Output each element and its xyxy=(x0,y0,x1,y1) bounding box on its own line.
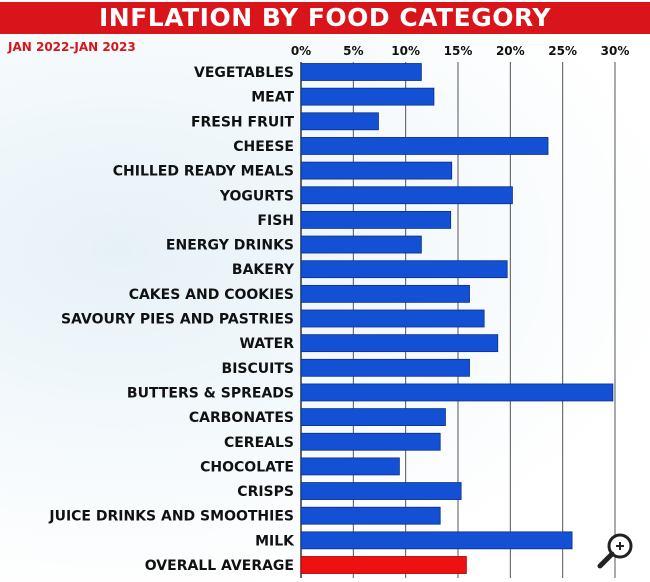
x-tick-label: 0% xyxy=(291,44,311,58)
bar xyxy=(300,432,441,451)
bar xyxy=(300,482,462,500)
bar xyxy=(300,506,441,525)
bar xyxy=(300,63,422,81)
category-label: ENERGY DRINKS xyxy=(166,238,294,254)
category-label: CHOCOLATE xyxy=(200,459,294,475)
bar xyxy=(300,556,467,574)
category-label: CHEESE xyxy=(233,139,294,155)
category-label: BAKERY xyxy=(232,262,295,278)
bar xyxy=(300,383,614,402)
zoom-magnifier-icon[interactable] xyxy=(594,530,638,574)
bar xyxy=(300,87,435,106)
category-label: MILK xyxy=(255,533,295,549)
x-tick-label: 30% xyxy=(601,44,630,58)
bar xyxy=(300,531,573,550)
category-label: FRESH FRUIT xyxy=(191,114,295,130)
x-tick-label: 10% xyxy=(391,44,420,58)
bar xyxy=(300,284,470,303)
bar xyxy=(300,210,452,229)
category-label: JUICE DRINKS AND SMOOTHIES xyxy=(48,509,294,525)
bar xyxy=(300,408,446,427)
bar xyxy=(300,186,513,205)
x-tick-label: 5% xyxy=(343,44,363,58)
category-label: CEREALS xyxy=(224,435,294,451)
bar xyxy=(300,457,400,476)
category-label: SAVOURY PIES AND PASTRIES xyxy=(61,312,294,328)
category-label: BUTTERS & SPREADS xyxy=(127,385,294,401)
bar xyxy=(300,260,508,279)
category-label: WATER xyxy=(240,336,295,352)
category-label: CHILLED READY MEALS xyxy=(113,164,294,180)
bar xyxy=(300,334,499,353)
category-label: CARBONATES xyxy=(189,410,294,426)
category-label: CRISPS xyxy=(237,484,294,500)
category-label: VEGETABLES xyxy=(194,65,294,81)
bar xyxy=(300,137,549,155)
bar xyxy=(300,235,422,254)
category-label: FISH xyxy=(257,213,294,229)
bar xyxy=(300,161,453,180)
bar xyxy=(300,112,379,131)
x-tick-label: 15% xyxy=(444,44,473,58)
x-tick-label: 20% xyxy=(496,44,525,58)
category-label: BISCUITS xyxy=(222,361,294,377)
category-label: CAKES AND COOKIES xyxy=(129,287,294,303)
chart-title: INFLATION BY FOOD CATEGORY xyxy=(0,2,650,34)
bar xyxy=(300,358,470,377)
x-tick-label: 25% xyxy=(548,44,577,58)
bar xyxy=(300,309,485,328)
category-label: OVERALL AVERAGE xyxy=(145,558,294,574)
chart-subtitle: JAN 2022-JAN 2023 xyxy=(8,40,136,54)
category-label: YOGURTS xyxy=(219,188,294,204)
category-label: MEAT xyxy=(251,90,294,106)
